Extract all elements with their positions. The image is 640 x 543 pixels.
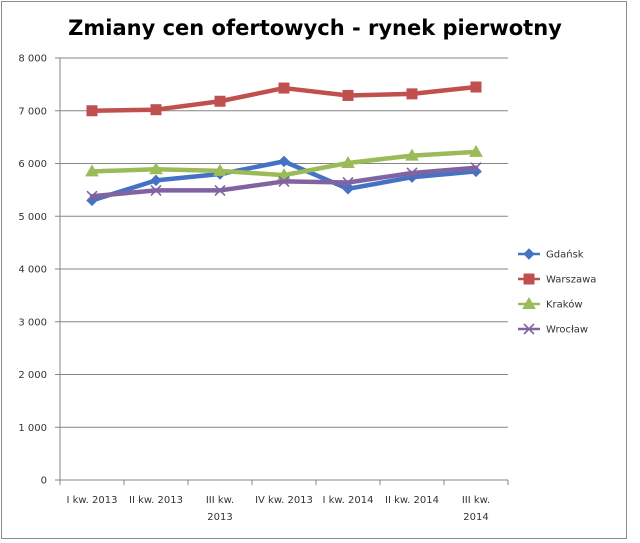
series-2 bbox=[86, 81, 482, 117]
data-point bbox=[406, 167, 418, 179]
data-point bbox=[85, 164, 99, 177]
x-tick-label: I kw. 2014 bbox=[323, 495, 374, 506]
y-tick-label: 2 000 bbox=[18, 370, 47, 381]
x-tick-label: IV kw. 2013 bbox=[255, 495, 313, 506]
data-point bbox=[213, 163, 227, 176]
y-tick-label: 4 000 bbox=[18, 265, 47, 276]
x-tick-label: III kw. 2014 bbox=[462, 495, 490, 523]
legend-marker bbox=[523, 323, 535, 335]
legend-marker bbox=[523, 248, 535, 260]
legend-label: Kraków bbox=[546, 299, 583, 311]
data-point bbox=[469, 144, 483, 157]
chart-title: Zmiany cen ofertowych - rynek pierwotny bbox=[68, 16, 562, 40]
legend-entry: Warszawa bbox=[518, 273, 596, 286]
legend-entry: Kraków bbox=[518, 296, 583, 311]
grid-lines bbox=[60, 57, 508, 428]
data-point bbox=[278, 82, 290, 94]
data-point bbox=[149, 162, 163, 175]
y-tick-label: 1 000 bbox=[18, 423, 47, 434]
data-point bbox=[86, 105, 98, 117]
y-tick-label: 6 000 bbox=[18, 159, 47, 170]
legend-label: Warszawa bbox=[546, 275, 596, 286]
data-point bbox=[341, 155, 355, 168]
data-point bbox=[278, 155, 290, 168]
data-point bbox=[470, 162, 482, 174]
legend-entry: Wrocław bbox=[518, 323, 588, 336]
x-axis: I kw. 2013 II kw. 2013 III kw. 2013 IV kw. 2… bbox=[59, 479, 509, 523]
marker-stroke bbox=[523, 323, 535, 335]
series-4 bbox=[86, 162, 482, 202]
marker-stroke bbox=[86, 190, 98, 202]
y-tick-label: 0 bbox=[41, 476, 47, 487]
y-tick-label: 5 000 bbox=[18, 212, 47, 223]
legend-label: Gdańsk bbox=[546, 249, 584, 261]
data-point bbox=[150, 104, 162, 116]
legend-marker bbox=[522, 296, 536, 309]
marker-stroke bbox=[470, 162, 482, 174]
legend: Gdańsk Warszawa Kraków Wrocław bbox=[518, 248, 596, 336]
marker-stroke bbox=[342, 176, 354, 189]
data-point bbox=[278, 175, 290, 188]
data-point bbox=[214, 95, 226, 107]
data-point bbox=[86, 190, 98, 202]
series-3 bbox=[85, 144, 483, 181]
data-point bbox=[214, 184, 226, 196]
data-point bbox=[342, 89, 354, 101]
legend-entry: Gdańsk bbox=[518, 248, 584, 261]
data-point bbox=[150, 184, 162, 196]
y-tick-label: 7 000 bbox=[18, 106, 47, 117]
data-point bbox=[150, 174, 162, 187]
x-tick-label: III kw. 2013 bbox=[206, 495, 234, 523]
y-tick-label: 3 000 bbox=[18, 317, 47, 328]
series-layer bbox=[85, 81, 483, 207]
data-point bbox=[406, 88, 418, 100]
marker-stroke bbox=[278, 175, 290, 188]
data-point bbox=[342, 176, 354, 189]
legend-marker bbox=[523, 273, 535, 285]
x-tick-label: I kw. 2013 bbox=[67, 495, 118, 506]
marker-stroke bbox=[214, 184, 226, 196]
legend-label: Wrocław bbox=[546, 325, 588, 336]
data-point bbox=[405, 148, 419, 161]
y-tick-label: 8 000 bbox=[18, 54, 47, 65]
x-tick-label: II kw. 2014 bbox=[385, 495, 439, 506]
x-tick-label: II kw. 2013 bbox=[129, 495, 183, 506]
y-axis: 0 1 000 2 000 3 000 4 000 5 000 6 000 7 000 8 00… bbox=[18, 54, 61, 487]
marker-stroke bbox=[150, 184, 162, 196]
marker-stroke bbox=[406, 167, 418, 179]
data-point bbox=[342, 183, 354, 195]
data-point bbox=[470, 81, 482, 93]
